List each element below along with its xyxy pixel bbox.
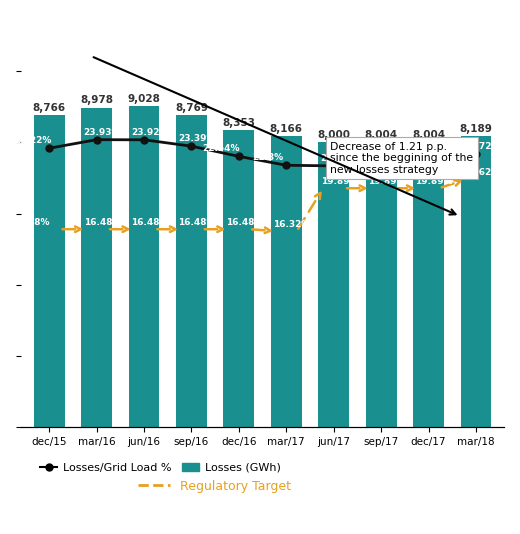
- Text: 8,769: 8,769: [175, 103, 208, 113]
- Bar: [224, 130, 254, 427]
- Text: 20.62%: 20.62%: [463, 168, 500, 177]
- Text: 16.48%: 16.48%: [226, 218, 263, 227]
- Text: 22.54%: 22.54%: [202, 144, 240, 153]
- Text: 23.39%: 23.39%: [178, 134, 216, 143]
- Text: Decrease of 1.21 p.p.
since the beggining of the
new losses strategy: Decrease of 1.21 p.p. since the begginin…: [330, 142, 473, 175]
- Text: 23.92%: 23.92%: [131, 128, 168, 137]
- Text: 8,978: 8,978: [80, 96, 113, 105]
- Bar: [81, 107, 112, 427]
- Bar: [34, 115, 64, 427]
- Bar: [128, 106, 160, 427]
- Text: 8,004: 8,004: [412, 130, 445, 140]
- Text: 22.72%: 22.72%: [463, 142, 500, 151]
- Text: 23.93%: 23.93%: [84, 128, 121, 137]
- Text: 16.48%: 16.48%: [131, 218, 168, 227]
- Text: 16.48%: 16.48%: [12, 218, 50, 227]
- Bar: [461, 136, 491, 427]
- Text: 19.89%: 19.89%: [321, 177, 358, 186]
- Text: 8,004: 8,004: [365, 130, 398, 140]
- Text: 16.48%: 16.48%: [178, 218, 216, 227]
- Text: 8,766: 8,766: [33, 103, 66, 113]
- Text: 8,166: 8,166: [270, 124, 303, 135]
- Text: 22.00%: 22.00%: [368, 151, 406, 160]
- Bar: [413, 142, 444, 427]
- Text: 23.22%: 23.22%: [14, 136, 51, 145]
- Bar: [271, 137, 302, 427]
- Text: 16.48%: 16.48%: [84, 218, 121, 227]
- Text: 21.8%: 21.8%: [253, 153, 284, 162]
- Text: 9,028: 9,028: [127, 93, 161, 104]
- Text: 21.75%: 21.75%: [321, 154, 358, 163]
- Bar: [366, 142, 397, 427]
- Text: 8,189: 8,189: [460, 123, 492, 134]
- Text: 19.89%: 19.89%: [415, 177, 453, 186]
- Bar: [318, 143, 349, 427]
- Legend: Regulatory Target: Regulatory Target: [134, 475, 296, 498]
- Text: 21.92%: 21.92%: [392, 152, 430, 161]
- Text: 8,000: 8,000: [317, 130, 350, 140]
- Text: 19.89%: 19.89%: [368, 177, 406, 186]
- Bar: [176, 115, 207, 427]
- Text: 16.32%: 16.32%: [274, 219, 310, 229]
- Text: 8,353: 8,353: [223, 117, 255, 128]
